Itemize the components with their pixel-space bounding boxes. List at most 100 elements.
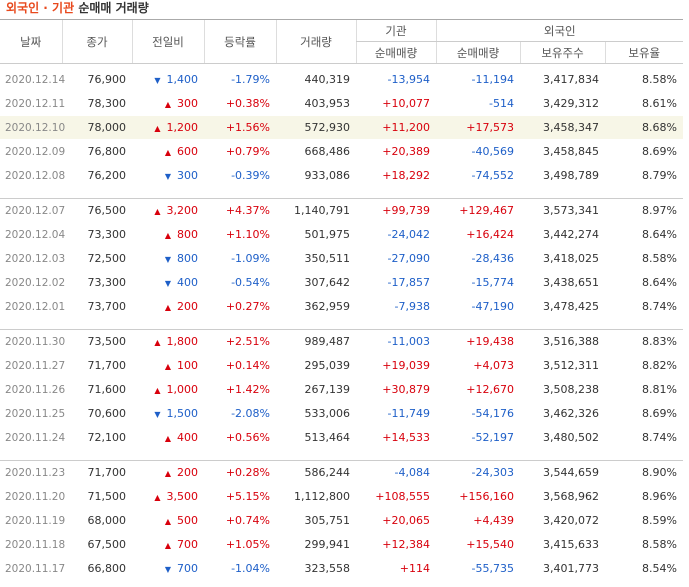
cell-change: ▲ 800 [132, 222, 204, 247]
cell-ratio: 8.58% [605, 246, 683, 271]
cell-close: 68,000 [62, 508, 132, 533]
cell-inst-net: +20,065 [356, 508, 436, 533]
change-value: 100 [177, 359, 198, 372]
cell-close: 73,300 [62, 270, 132, 295]
cell-close: 71,700 [62, 460, 132, 485]
cell-rate: +0.28% [204, 460, 276, 485]
cell-ratio: 8.64% [605, 222, 683, 247]
cell-inst-net: +20,389 [356, 139, 436, 164]
cell-close: 76,900 [62, 67, 132, 92]
table-row: 2020.12.02 73,300 ▼ 400 -0.54% 307,642 -17,857… [0, 270, 683, 295]
down-arrow-icon: ▼ [154, 410, 161, 419]
table-row: 2020.12.14 76,900 ▼ 1,400 -1.79% 440,319 -13,9… [0, 67, 683, 92]
cell-close: 72,500 [62, 246, 132, 271]
cell-holdings: 3,480,502 [520, 425, 605, 450]
header-foreign: 외국인 [435, 19, 683, 42]
cell-change: ▲ 300 [132, 91, 204, 116]
up-arrow-icon: ▲ [164, 517, 171, 526]
cell-volume: 501,975 [276, 222, 356, 247]
cell-holdings: 3,508,238 [520, 377, 605, 402]
cell-volume: 513,464 [276, 425, 356, 450]
change-value: 700 [177, 562, 198, 575]
header-spacer [0, 63, 683, 68]
cell-foreign-net: -74,552 [436, 163, 520, 188]
up-arrow-icon: ▲ [164, 434, 171, 443]
change-value: 800 [177, 228, 198, 241]
cell-inst-net: -11,003 [356, 329, 436, 354]
table-body: 2020.12.14 76,900 ▼ 1,400 -1.79% 440,319 -13,9… [0, 63, 683, 581]
cell-volume: 362,959 [276, 294, 356, 319]
cell-rate: +0.27% [204, 294, 276, 319]
cell-foreign-net: +4,439 [436, 508, 520, 533]
cell-volume: 989,487 [276, 329, 356, 354]
cell-foreign-net: -28,436 [436, 246, 520, 271]
group-separator [0, 187, 683, 199]
cell-inst-net: +114 [356, 556, 436, 581]
header-date: 날짜 [0, 19, 62, 64]
cell-close: 71,700 [62, 353, 132, 378]
cell-inst-net: +10,077 [356, 91, 436, 116]
cell-date: 2020.12.14 [0, 67, 65, 92]
cell-ratio: 8.74% [605, 294, 683, 319]
cell-change: ▲ 1,800 [132, 329, 204, 354]
cell-foreign-net: -54,176 [436, 401, 520, 426]
cell-rate: -1.79% [204, 67, 276, 92]
cell-volume: 295,039 [276, 353, 356, 378]
cell-volume: 533,006 [276, 401, 356, 426]
cell-close: 76,800 [62, 139, 132, 164]
cell-rate: +0.38% [204, 91, 276, 116]
cell-change: ▲ 700 [132, 532, 204, 557]
change-value: 500 [177, 514, 198, 527]
table-row: 2020.12.03 72,500 ▼ 800 -1.09% 350,511 -27,090… [0, 246, 683, 271]
change-value: 300 [177, 169, 198, 182]
table-row: 2020.12.08 76,200 ▼ 300 -0.39% 933,086 +18,292… [0, 163, 683, 188]
group-separator [0, 449, 683, 461]
cell-inst-net: +11,200 [356, 115, 436, 140]
header-foreign-net: 순매매량 [435, 41, 520, 64]
cell-change: ▼ 800 [132, 246, 204, 271]
cell-holdings: 3,544,659 [520, 460, 605, 485]
header-rate: 등락률 [203, 19, 276, 64]
cell-close: 71,600 [62, 377, 132, 402]
table-row: 2020.12.01 73,700 ▲ 200 +0.27% 362,959 -7,938-… [0, 294, 683, 319]
cell-close: 73,700 [62, 294, 132, 319]
cell-foreign-net: -11,194 [436, 67, 520, 92]
cell-rate: -0.39% [204, 163, 276, 188]
cell-date: 2020.12.07 [0, 198, 65, 223]
cell-close: 78,300 [62, 91, 132, 116]
cell-change: ▼ 400 [132, 270, 204, 295]
cell-foreign-net: -55,735 [436, 556, 520, 581]
table-row: 2020.11.19 68,000 ▲ 500 +0.74% 305,751 +20,065… [0, 508, 683, 533]
cell-close: 72,100 [62, 425, 132, 450]
cell-close: 76,200 [62, 163, 132, 188]
cell-holdings: 3,417,834 [520, 67, 605, 92]
table-row: 2020.11.23 71,700 ▲ 200 +0.28% 586,244 -4,084-… [0, 460, 683, 485]
cell-close: 67,500 [62, 532, 132, 557]
down-arrow-icon: ▼ [164, 172, 171, 181]
cell-change: ▲ 200 [132, 294, 204, 319]
up-arrow-icon: ▲ [154, 386, 161, 395]
down-arrow-icon: ▼ [154, 76, 161, 85]
cell-volume: 572,930 [276, 115, 356, 140]
cell-ratio: 8.59% [605, 508, 683, 533]
cell-volume: 350,511 [276, 246, 356, 271]
change-value: 1,500 [166, 407, 199, 420]
change-value: 1,200 [166, 121, 199, 134]
cell-rate: -1.09% [204, 246, 276, 271]
cell-ratio: 8.74% [605, 425, 683, 450]
table-row: 2020.12.10 78,000 ▲ 1,200 +1.56% 572,930 +11,2… [0, 115, 683, 140]
cell-rate: +5.15% [204, 484, 276, 509]
cell-date: 2020.11.19 [0, 508, 65, 533]
cell-inst-net: +18,292 [356, 163, 436, 188]
cell-holdings: 3,458,347 [520, 115, 605, 140]
up-arrow-icon: ▲ [154, 124, 161, 133]
cell-inst-net: -11,749 [356, 401, 436, 426]
cell-date: 2020.12.10 [0, 115, 65, 140]
cell-inst-net: +30,879 [356, 377, 436, 402]
cell-change: ▲ 3,500 [132, 484, 204, 509]
cell-date: 2020.12.02 [0, 270, 65, 295]
cell-rate: +1.05% [204, 532, 276, 557]
cell-change: ▼ 1,500 [132, 401, 204, 426]
cell-holdings: 3,512,311 [520, 353, 605, 378]
cell-holdings: 3,415,633 [520, 532, 605, 557]
